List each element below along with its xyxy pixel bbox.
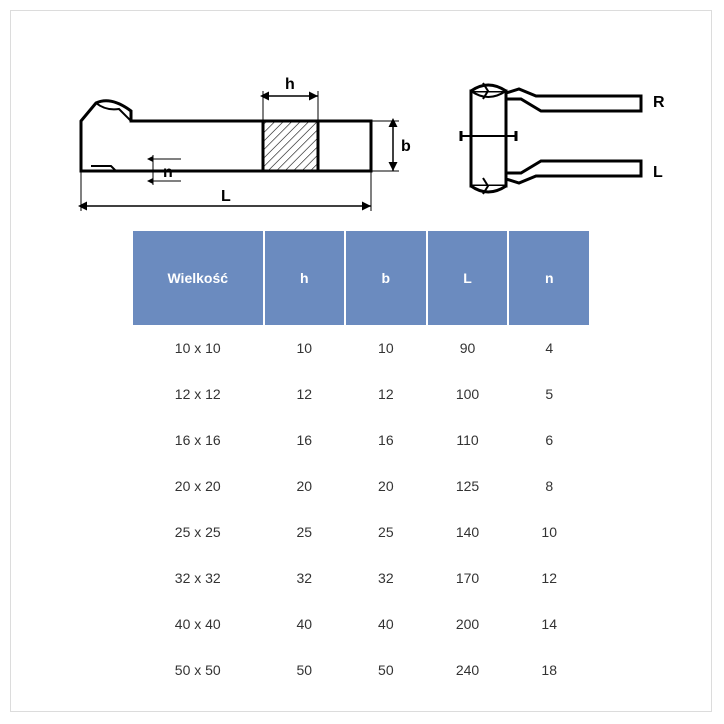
- table-cell: 10: [264, 325, 346, 371]
- table-cell: 32: [345, 555, 427, 601]
- col-header-size: Wielkość: [132, 231, 264, 325]
- table-cell: 40 x 40: [132, 601, 264, 647]
- table-cell: 170: [427, 555, 509, 601]
- table-cell: 100: [427, 371, 509, 417]
- table-row: 10 x 101010904: [132, 325, 590, 371]
- dimensions-table: Wielkość h b L n 10 x 10101090412 x 1212…: [131, 231, 591, 693]
- table-cell: 40: [345, 601, 427, 647]
- table-cell: 14: [508, 601, 590, 647]
- label-L-dim: L: [221, 188, 231, 205]
- table-cell: 10 x 10: [132, 325, 264, 371]
- content-frame: h b L n: [10, 10, 712, 712]
- table-cell: 6: [508, 417, 590, 463]
- table-cell: 16 x 16: [132, 417, 264, 463]
- table-row: 25 x 25252514010: [132, 509, 590, 555]
- table-cell: 20: [345, 463, 427, 509]
- table-cell: 16: [264, 417, 346, 463]
- col-header-n: n: [508, 231, 590, 325]
- table-cell: 50: [345, 647, 427, 693]
- label-n: n: [163, 164, 173, 181]
- table-cell: 12: [345, 371, 427, 417]
- table-cell: 125: [427, 463, 509, 509]
- table-cell: 12 x 12: [132, 371, 264, 417]
- table-cell: 18: [508, 647, 590, 693]
- table-cell: 20 x 20: [132, 463, 264, 509]
- table-body: 10 x 10101090412 x 121212100516 x 161616…: [132, 325, 590, 693]
- table-cell: 16: [345, 417, 427, 463]
- dimension-b: b: [371, 121, 411, 171]
- table-cell: 25: [264, 509, 346, 555]
- table-cell: 4: [508, 325, 590, 371]
- label-R: R: [653, 94, 665, 111]
- table-row: 32 x 32323217012: [132, 555, 590, 601]
- table-cell: 200: [427, 601, 509, 647]
- diagram-svg: h b L n: [41, 41, 681, 221]
- label-h: h: [285, 76, 295, 93]
- table-cell: 12: [264, 371, 346, 417]
- table-cell: 8: [508, 463, 590, 509]
- table-cell: 5: [508, 371, 590, 417]
- table-cell: 50: [264, 647, 346, 693]
- table-cell: 110: [427, 417, 509, 463]
- table-cell: 10: [345, 325, 427, 371]
- table-row: 16 x 1616161106: [132, 417, 590, 463]
- table-header-row: Wielkość h b L n: [132, 231, 590, 325]
- col-header-L: L: [427, 231, 509, 325]
- table-cell: 90: [427, 325, 509, 371]
- table-row: 12 x 1212121005: [132, 371, 590, 417]
- spec-table: Wielkość h b L n 10 x 10101090412 x 1212…: [131, 231, 591, 693]
- table-row: 50 x 50505024018: [132, 647, 590, 693]
- table-row: 20 x 2020201258: [132, 463, 590, 509]
- col-header-h: h: [264, 231, 346, 325]
- dimension-L: L: [81, 171, 371, 211]
- table-cell: 50 x 50: [132, 647, 264, 693]
- table-cell: 240: [427, 647, 509, 693]
- table-cell: 25 x 25: [132, 509, 264, 555]
- col-header-b: b: [345, 231, 427, 325]
- table-cell: 10: [508, 509, 590, 555]
- table-cell: 40: [264, 601, 346, 647]
- table-cell: 12: [508, 555, 590, 601]
- table-row: 40 x 40404020014: [132, 601, 590, 647]
- side-view: [81, 101, 371, 171]
- table-cell: 25: [345, 509, 427, 555]
- dimension-h: h: [263, 76, 318, 121]
- top-view: R L: [461, 83, 665, 194]
- table-cell: 140: [427, 509, 509, 555]
- technical-diagram: h b L n: [41, 41, 681, 221]
- table-cell: 32: [264, 555, 346, 601]
- table-cell: 32 x 32: [132, 555, 264, 601]
- table-cell: 20: [264, 463, 346, 509]
- label-b: b: [401, 138, 411, 155]
- label-L-side: L: [653, 164, 663, 181]
